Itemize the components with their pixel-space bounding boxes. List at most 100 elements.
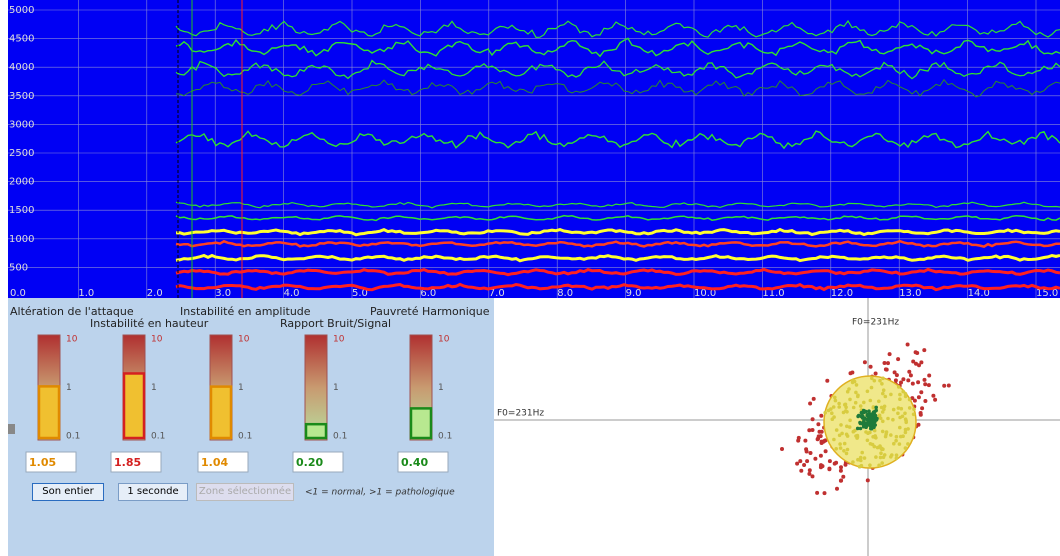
gauge-scale: 1 <box>151 383 157 393</box>
x-tick-label: 7.0 <box>489 288 505 299</box>
harmonic <box>175 227 1060 237</box>
dot <box>795 461 800 466</box>
dot <box>810 474 815 479</box>
dot <box>865 389 870 394</box>
gauge-track <box>304 334 328 441</box>
dot <box>917 363 921 368</box>
dot <box>927 373 932 378</box>
dot <box>808 451 813 455</box>
gauge-title: Pauvreté Harmonique <box>370 305 490 318</box>
gauge-title: Altération de l'attaque <box>10 305 134 318</box>
dot <box>845 447 850 452</box>
value-box <box>397 451 449 473</box>
dot <box>913 350 918 355</box>
gauge-scale: 0.1 <box>66 432 80 442</box>
dot <box>903 392 908 396</box>
dot <box>877 463 881 468</box>
dot <box>894 438 898 443</box>
dot <box>840 431 844 436</box>
dot <box>818 453 823 458</box>
dot <box>856 414 860 419</box>
gauge-scale: 1 <box>438 383 444 393</box>
dot <box>933 397 938 402</box>
dot <box>848 418 852 423</box>
dot <box>869 419 874 424</box>
harmonic <box>175 214 1060 222</box>
gauge-scale: 1 <box>333 383 339 393</box>
dot <box>874 405 878 410</box>
dot <box>799 468 804 473</box>
y-tick-label: 1500 <box>9 205 34 216</box>
dot <box>904 420 908 425</box>
dot <box>818 434 823 439</box>
dot <box>862 400 866 405</box>
dot <box>894 434 899 439</box>
dot <box>843 402 848 407</box>
gauge-scale: 10 <box>438 335 450 345</box>
dot <box>886 361 890 366</box>
value-box <box>292 451 344 473</box>
x-tick-label: 4.0 <box>284 288 300 299</box>
dot <box>923 399 928 403</box>
dot <box>842 449 846 453</box>
dot <box>845 389 850 394</box>
dot <box>854 390 858 395</box>
dot <box>845 424 849 429</box>
gauge-title: Instabilité en hauteur <box>90 317 209 330</box>
dot <box>837 401 841 406</box>
gauge-scale: 0.1 <box>151 432 165 442</box>
dot <box>823 410 827 415</box>
dot <box>865 438 870 443</box>
dot <box>850 370 855 375</box>
harmonic <box>175 253 1060 263</box>
gauge-value: 0.40 <box>401 456 428 469</box>
dot <box>889 433 893 437</box>
dot <box>877 399 881 404</box>
dot <box>805 459 810 464</box>
y-label: F0=231Hz <box>852 318 899 328</box>
y-tick-label: 4500 <box>9 34 34 45</box>
dot <box>850 378 855 383</box>
dot <box>859 458 863 463</box>
dot <box>834 460 839 465</box>
dot <box>841 474 846 479</box>
gauge-title: Instabilité en amplitude <box>180 305 311 318</box>
gauge-scale: 10 <box>151 335 163 345</box>
gauge-value: 1.04 <box>201 456 228 469</box>
dot <box>856 457 860 462</box>
dot <box>851 405 856 410</box>
dot <box>906 442 910 446</box>
dot <box>807 468 812 473</box>
dot <box>896 406 901 410</box>
dot <box>903 446 908 450</box>
dot <box>919 360 924 365</box>
x-tick-label: 8.0 <box>557 288 573 299</box>
dot <box>855 433 860 438</box>
dot <box>907 397 912 402</box>
button: Zone sélectionnée <box>196 483 294 501</box>
button[interactable]: Son entier <box>32 483 104 501</box>
dot <box>808 401 813 406</box>
dot <box>894 456 899 461</box>
harmonic <box>175 78 1060 98</box>
dot <box>882 453 887 457</box>
dot <box>853 400 858 405</box>
gauge-value: 1.05 <box>29 456 56 469</box>
dot <box>835 486 839 491</box>
dot <box>853 428 857 433</box>
dot <box>877 413 882 418</box>
dot <box>901 389 905 394</box>
harmonic <box>175 37 1060 58</box>
dot <box>873 413 878 418</box>
gauge-value: 1.85 <box>114 456 141 469</box>
gauge-scale: 10 <box>333 335 345 345</box>
y-tick-label: 3000 <box>9 119 34 130</box>
harmonic <box>175 59 1060 80</box>
dot <box>845 434 850 438</box>
button[interactable]: 1 seconde <box>118 483 188 501</box>
dot <box>900 414 905 419</box>
harmonic <box>175 19 1060 39</box>
gauges: Altération de l'attaque 10 1 0.1 1.05 Instabi… <box>10 305 490 473</box>
dot <box>856 394 860 399</box>
